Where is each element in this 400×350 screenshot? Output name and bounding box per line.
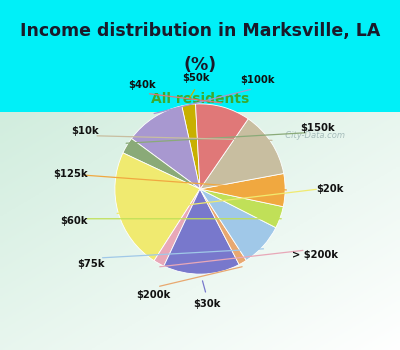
Text: $30k: $30k: [193, 299, 220, 309]
Text: $75k: $75k: [77, 259, 105, 269]
Wedge shape: [200, 189, 246, 265]
Wedge shape: [115, 153, 200, 261]
Text: $20k: $20k: [316, 184, 343, 194]
Wedge shape: [200, 174, 285, 207]
Wedge shape: [182, 104, 200, 189]
Text: $10k: $10k: [71, 126, 99, 136]
Text: $60k: $60k: [60, 216, 88, 226]
Wedge shape: [200, 119, 284, 189]
Wedge shape: [200, 189, 283, 228]
Text: All residents: All residents: [151, 92, 249, 106]
Wedge shape: [132, 106, 200, 189]
Text: Income distribution in Marksville, LA: Income distribution in Marksville, LA: [20, 22, 380, 40]
Text: $100k: $100k: [241, 75, 275, 85]
Text: $50k: $50k: [182, 74, 210, 83]
Wedge shape: [154, 189, 200, 266]
Wedge shape: [164, 189, 239, 274]
Wedge shape: [196, 104, 248, 189]
Text: $150k: $150k: [300, 123, 335, 133]
Wedge shape: [123, 139, 200, 189]
Text: (%): (%): [184, 56, 216, 74]
Text: City-Data.com: City-Data.com: [280, 131, 344, 140]
Text: > $200k: > $200k: [292, 250, 338, 260]
Wedge shape: [200, 189, 276, 260]
Text: $200k: $200k: [136, 290, 170, 300]
Text: $125k: $125k: [53, 169, 88, 179]
Text: $40k: $40k: [128, 80, 156, 90]
